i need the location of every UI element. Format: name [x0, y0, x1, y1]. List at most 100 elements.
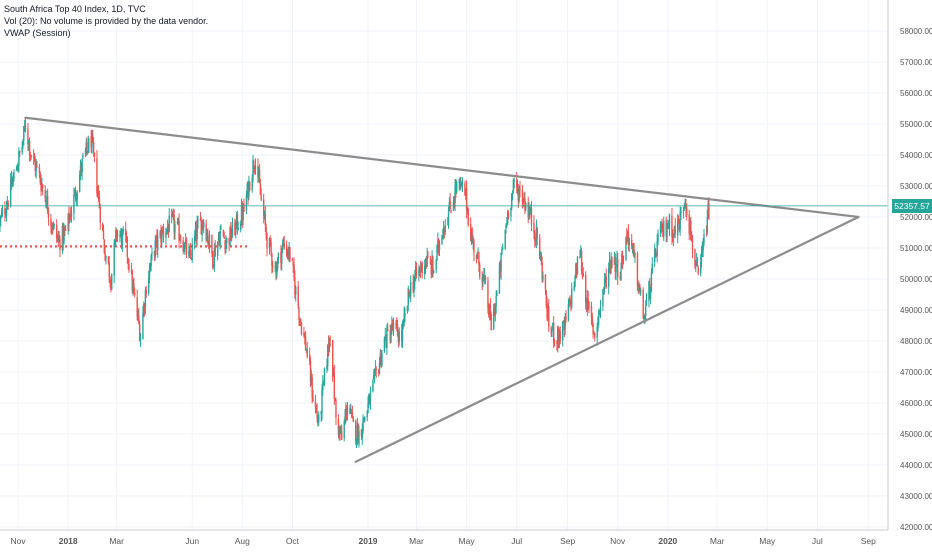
candle-body — [567, 304, 570, 320]
candle-body — [654, 248, 656, 263]
x-tick-label: Oct — [286, 536, 300, 546]
candle-body — [69, 215, 71, 223]
candle-body — [581, 269, 584, 273]
candle-body — [666, 230, 668, 238]
candle-body — [389, 330, 391, 341]
x-tick-label: Jun — [185, 536, 199, 546]
x-tick-label: Mar — [409, 536, 424, 546]
candle-body — [177, 221, 179, 223]
candle-body — [88, 138, 90, 153]
candle-body — [326, 365, 328, 369]
candle-body — [425, 260, 428, 267]
x-tick-label: Jul — [511, 536, 522, 546]
candle-body — [143, 305, 146, 309]
candle-body — [212, 251, 214, 268]
candle-body — [271, 254, 273, 266]
legend-symbol[interactable]: South Africa Top 40 Index, 1D, TVC — [4, 4, 146, 14]
candle-body — [211, 235, 213, 254]
legend-vwap[interactable]: VWAP (Session) — [4, 28, 71, 38]
legend-volume[interactable]: Vol (20): No volume is provided by the d… — [4, 16, 209, 26]
candle-body — [602, 289, 604, 306]
candle-body — [418, 268, 420, 276]
candle-body — [437, 239, 440, 250]
candle-body — [322, 380, 325, 384]
candle-body — [36, 165, 38, 167]
candle-body — [39, 173, 41, 183]
candle-body — [605, 276, 607, 288]
candle-body — [546, 304, 548, 319]
candle-body — [63, 229, 65, 241]
candle-body — [412, 281, 414, 291]
candle-body — [173, 214, 175, 233]
candle-body — [184, 239, 187, 242]
candle-body — [369, 390, 372, 403]
candle-body — [523, 199, 525, 202]
candle-body — [310, 376, 313, 383]
candle-body — [360, 429, 363, 437]
candle-body — [148, 268, 151, 280]
candle-body — [450, 210, 452, 213]
candle-body — [568, 298, 570, 304]
candle-body — [230, 234, 233, 239]
candle-body — [620, 269, 622, 280]
candle-body — [105, 256, 107, 259]
candle-body — [390, 332, 392, 342]
candle-body — [295, 286, 297, 295]
candle-body — [331, 340, 334, 377]
candle-body — [384, 335, 386, 339]
candle-body — [315, 408, 317, 412]
candle-body — [136, 297, 138, 317]
candle-body — [75, 198, 78, 200]
candle-body — [126, 237, 129, 257]
candle-body — [592, 323, 594, 334]
candle-body — [47, 210, 50, 218]
candle-body — [496, 293, 498, 296]
candle-body — [582, 273, 584, 277]
candle-body — [640, 290, 642, 292]
candle-body — [58, 238, 60, 241]
x-tick-label: 2020 — [658, 536, 677, 546]
candle-body — [254, 165, 257, 170]
y-tick-label: 47000.00 — [900, 368, 932, 377]
candle-body — [207, 233, 209, 243]
candle-body — [552, 322, 555, 343]
candle-body — [13, 172, 15, 179]
candle-body — [534, 239, 537, 243]
candle-body — [288, 246, 290, 256]
candle-body — [674, 225, 676, 234]
candle-body — [679, 212, 681, 230]
candle-body — [328, 337, 331, 352]
candle-body — [46, 196, 49, 212]
candle-body — [28, 141, 31, 156]
candle-body — [19, 150, 21, 153]
candle-body — [32, 155, 35, 157]
candle-body — [381, 353, 383, 365]
x-tick-label: Mar — [710, 536, 725, 546]
candle-body — [257, 166, 259, 177]
candle-body — [23, 126, 26, 128]
candle-body — [190, 257, 193, 260]
candle-body — [258, 171, 260, 175]
candle-body — [667, 227, 669, 230]
y-tick-label: 53000.00 — [900, 182, 932, 191]
candle-body — [268, 238, 271, 249]
candle-body — [70, 212, 73, 217]
x-tick-label: May — [459, 536, 476, 546]
candle-body — [116, 233, 119, 237]
candle-body — [484, 277, 487, 281]
candle-body — [300, 322, 303, 335]
candle-body — [459, 179, 461, 186]
trendlines[interactable] — [24, 116, 860, 463]
candle-body — [15, 169, 18, 171]
candle-body — [608, 259, 611, 267]
candle-body — [230, 225, 232, 240]
candle-body — [195, 228, 198, 239]
candle-body — [277, 252, 280, 259]
candle-body — [125, 236, 128, 238]
candle-body — [571, 288, 573, 307]
candle-body — [28, 140, 30, 144]
candle-body — [628, 238, 630, 245]
candle-body — [469, 223, 472, 241]
x-tick-label: Nov — [11, 536, 27, 546]
